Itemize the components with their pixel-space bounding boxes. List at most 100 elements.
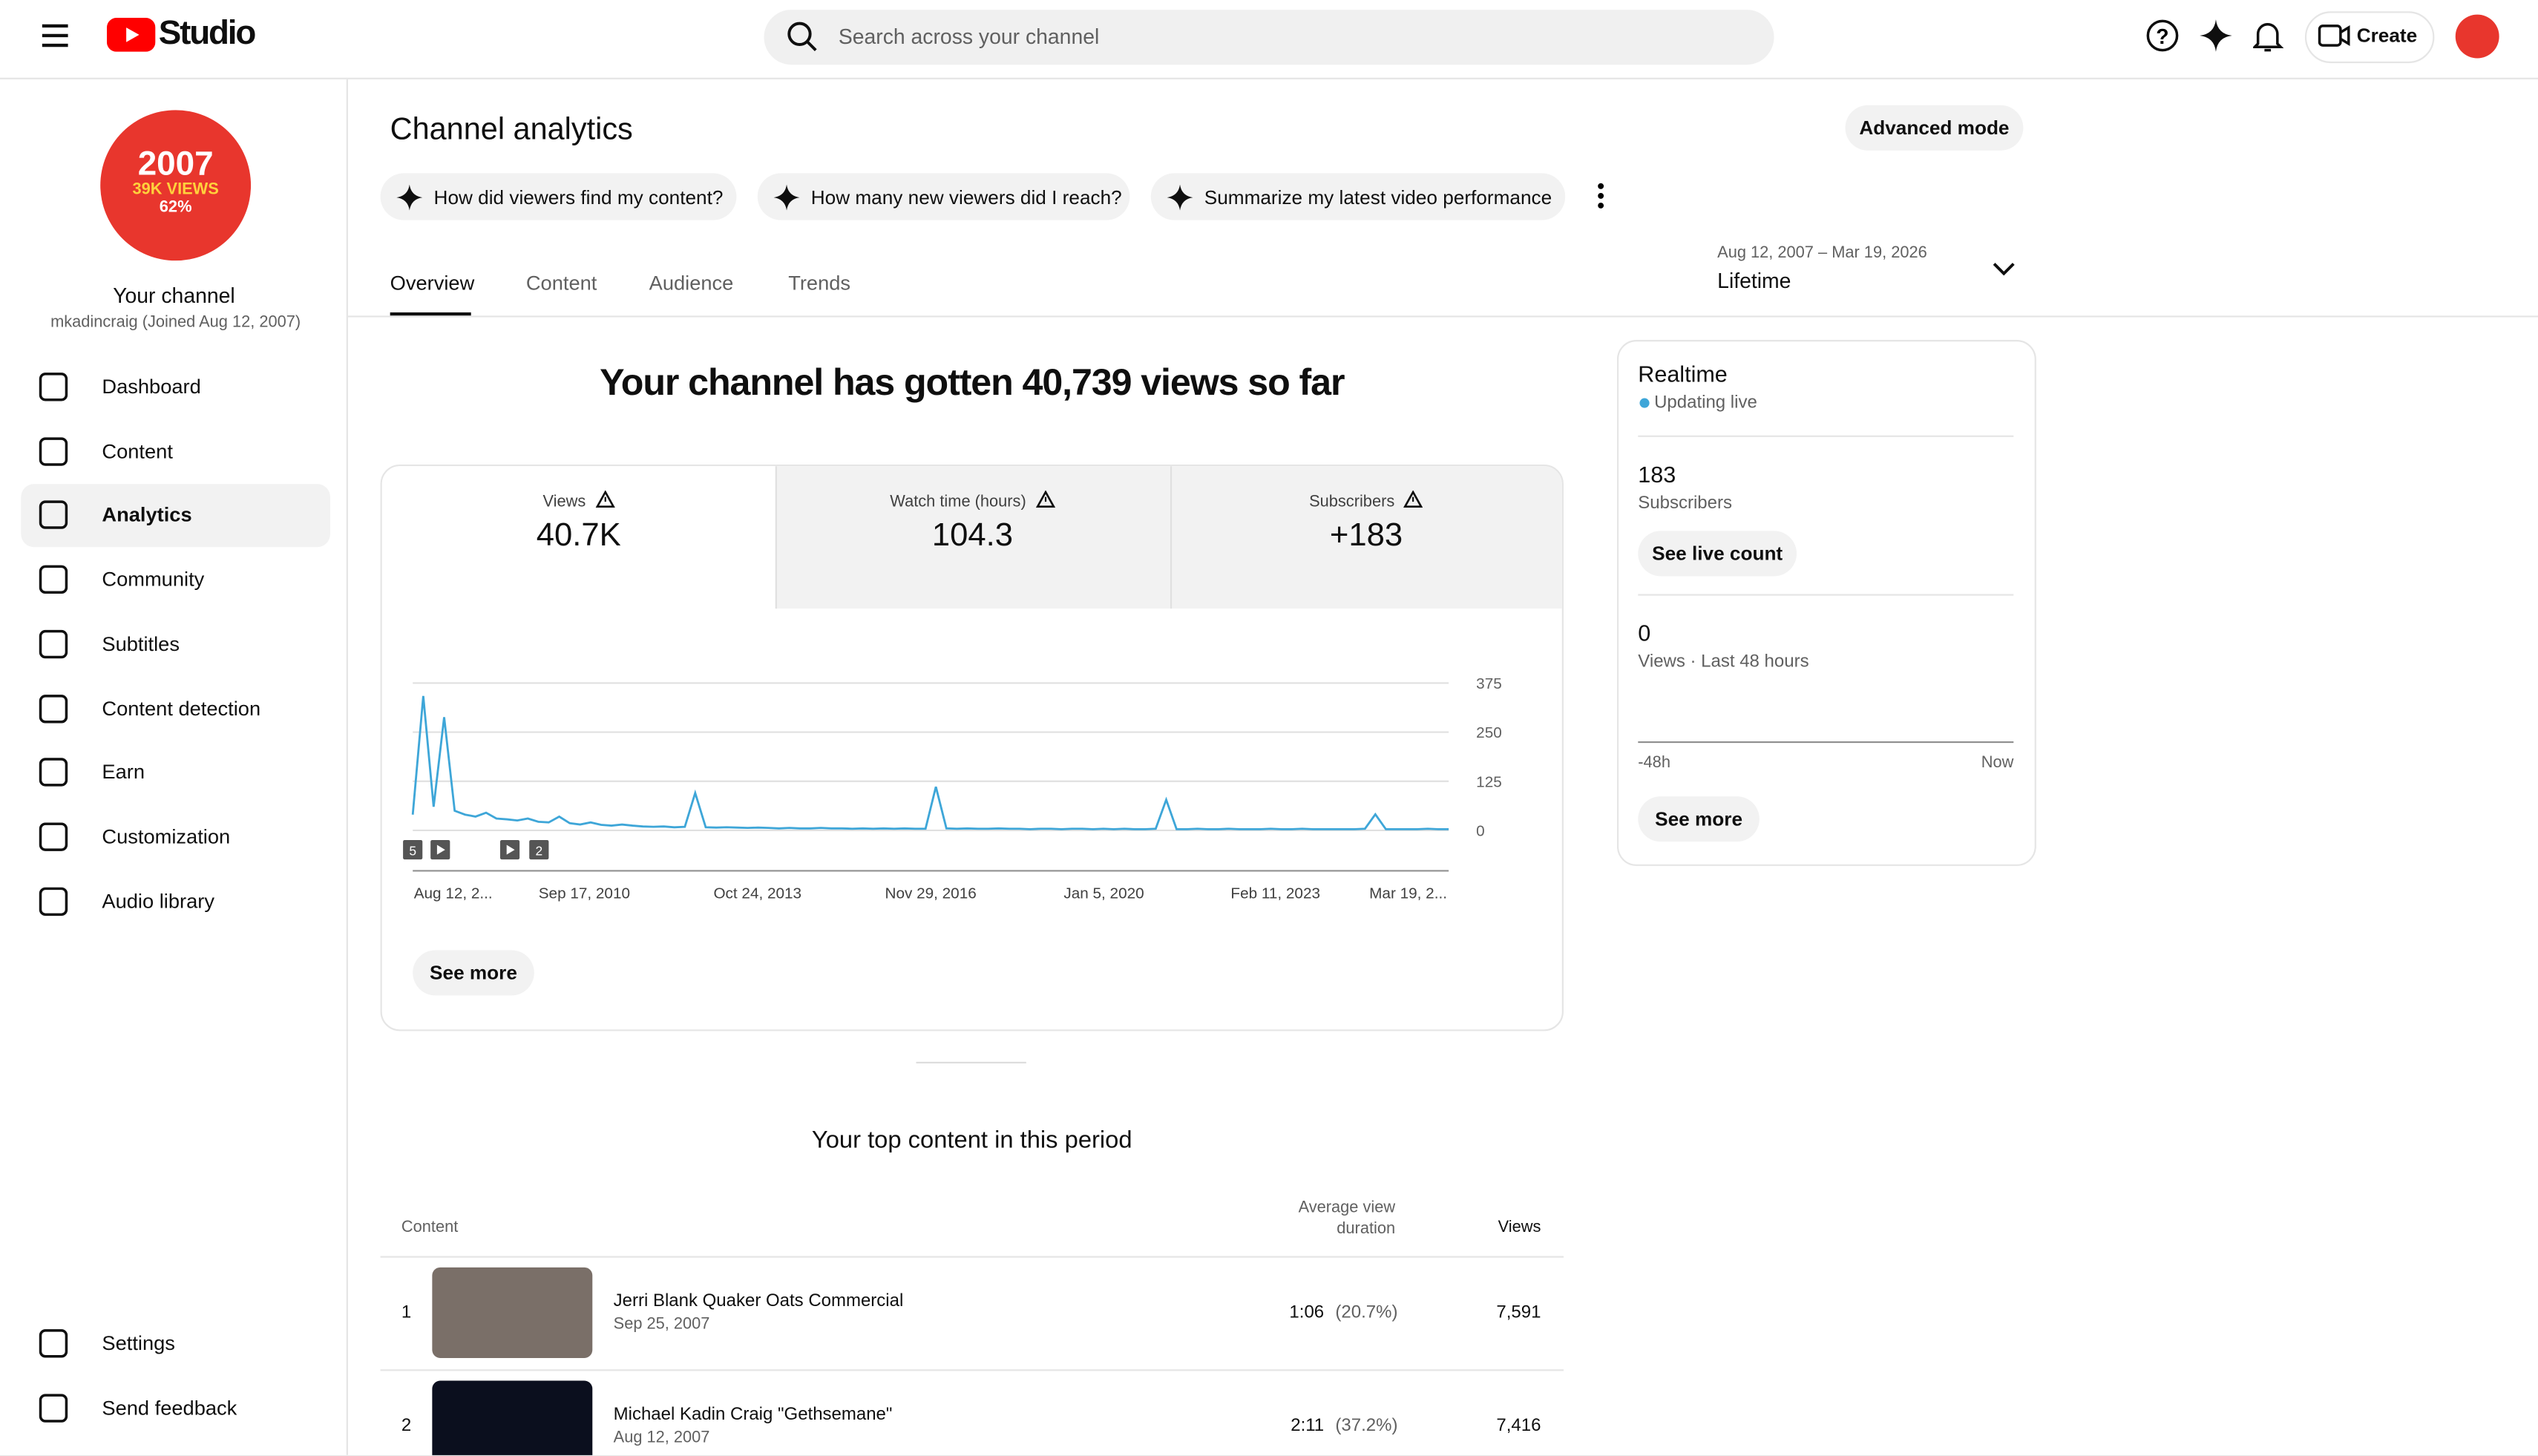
video-title[interactable]: Michael Kadin Craig "Gethsemane" [613,1405,893,1425]
prompt-text[interactable]: How did viewers find my content? [433,186,724,209]
search-box[interactable] [764,10,1774,65]
advanced-mode-button[interactable]: Advanced mode [1845,105,2024,151]
nav-icon [39,436,68,466]
nav-item[interactable]: Dashboard [102,376,201,399]
icon-shape [39,373,68,401]
headline: Your channel has gotten 40,739 views so … [600,361,1345,404]
icon-shape [39,886,68,916]
realtime-title: Realtime [1638,361,1728,387]
axis-start: -48h [1638,754,1670,773]
divider [1638,594,2014,596]
avg-percent: (20.7%) [1335,1302,1398,1322]
subscribers-label: Subscribers [1638,493,1732,514]
nav-icon [39,565,68,594]
tab[interactable]: Overview [390,272,475,295]
tab[interactable]: Content [525,272,597,295]
realtime-status: Updating live [1654,393,1757,413]
period[interactable]: Lifetime [1717,269,1791,293]
nav-icon [39,822,68,851]
prompt-chip[interactable] [757,173,1130,220]
search-icon [787,22,817,52]
metric-tab[interactable] [1170,466,1562,609]
avatar-views: 39K VIEWS [132,181,219,200]
see-more-button[interactable]: See more [413,950,534,996]
metric-tab[interactable] [776,466,1171,609]
tab[interactable]: Trends [788,272,851,295]
warning-icon [1403,490,1424,508]
nav-item[interactable]: Subtitles [102,632,180,655]
nav-item[interactable]: Settings [102,1332,175,1355]
more-menu[interactable] [1594,181,1607,210]
rank: 1 [401,1302,412,1322]
nav-item[interactable]: Content [102,439,173,463]
see-live-count-button[interactable]: See live count [1638,531,1797,577]
channel-avatar[interactable]: 2007 39K VIEWS 62% [100,110,252,261]
channel-name[interactable]: Your channel [113,283,235,308]
logo-icon[interactable] [106,17,156,52]
nav-item[interactable]: Community [102,568,205,591]
nav-item[interactable]: Audio library [102,889,214,913]
help-icon[interactable]: ? [2146,19,2182,55]
menu-button[interactable] [42,23,71,49]
top-bar [0,0,2538,79]
metric-value: 104.3 [931,517,1014,554]
metric-label: Subscribers [1170,490,1562,511]
prompt-chip[interactable] [380,173,737,220]
y-tick-label: 125 [1476,773,1502,790]
y-tick-label: 250 [1476,724,1502,741]
nav-item[interactable]: Earn [102,761,145,784]
event-count: 2 [535,844,542,859]
create-button[interactable] [2304,11,2435,64]
metric-tab[interactable] [381,466,776,609]
thumbnail[interactable] [432,1267,593,1358]
svg-text:?: ? [2156,25,2168,49]
views-chart: 0 125 250 375 Aug 12, 2... Sep 17, 2010 Oct 24… [403,675,1502,902]
period-dropdown[interactable] [1993,260,2016,277]
nav-item[interactable]: Content detection [102,696,261,720]
prompt-chip[interactable] [1150,173,1566,220]
ai-icon[interactable] [2200,19,2232,52]
nav-icon [39,886,68,916]
views-line [411,695,1449,830]
create-label[interactable]: Create [2356,24,2418,47]
icon-shape [39,694,68,723]
sparkle-icon [1167,184,1193,211]
nav-item[interactable]: Customization [102,825,231,848]
x-tick-label: Oct 24, 2013 [713,885,801,902]
account-avatar[interactable] [2455,14,2499,59]
x-tick-label: Sep 17, 2010 [539,885,630,902]
prompt-text[interactable]: How many new viewers did I reach? [810,186,1122,209]
rank: 2 [401,1416,412,1436]
prompt-text[interactable]: Summarize my latest video performance [1204,186,1552,209]
nav-icon [39,1394,68,1423]
logo-text[interactable]: Studio [158,14,257,52]
axis-end: Now [1981,754,2014,773]
icon-shape [39,822,68,851]
realtime-axis [1638,741,2014,744]
video-title[interactable]: Jerri Blank Quaker Oats Commercial [613,1291,904,1311]
icon-shape [39,565,68,594]
metric-label: Watch time (hours) [776,490,1169,511]
date-range[interactable]: Aug 12, 2007 – Mar 19, 2026 [1717,244,1927,263]
video-date: Sep 25, 2007 [613,1316,710,1334]
avg-duration: 2:11 [1291,1416,1325,1436]
views: 7,591 [1496,1302,1541,1322]
x-tick-label: Aug 12, 2... [414,885,493,902]
thumbnail[interactable] [432,1380,593,1455]
search-placeholder[interactable]: Search across your channel [838,24,1100,49]
sparkle-icon [773,184,800,211]
realtime-card [1616,340,2036,866]
notifications-icon[interactable] [2253,19,2286,55]
nav-icon [39,758,68,787]
realtime-see-more-button[interactable]: See more [1638,796,1760,842]
x-tick-label: Jan 5, 2020 [1063,885,1144,902]
icon-shape [39,436,68,466]
nav-item[interactable]: Analytics [102,504,192,527]
tab[interactable]: Audience [649,272,734,295]
col-views: Views [1498,1219,1541,1237]
col-content: Content [401,1219,459,1237]
nav-item[interactable]: Send feedback [102,1397,237,1420]
top-content-title: Your top content in this period [811,1127,1132,1155]
